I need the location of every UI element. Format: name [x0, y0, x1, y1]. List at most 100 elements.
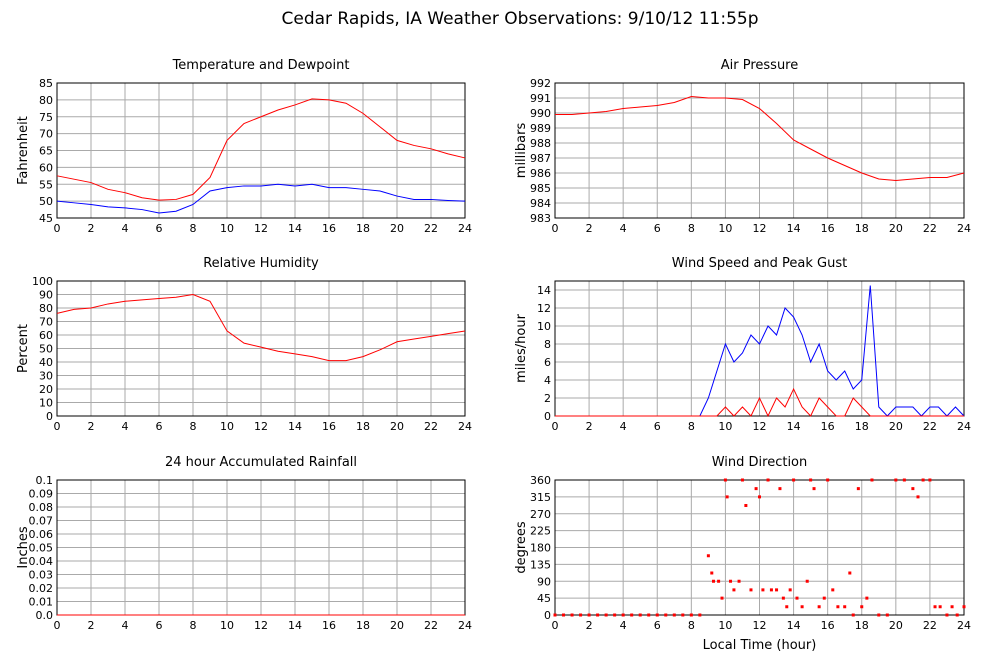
data-point	[817, 605, 821, 609]
y-tick-label: 50	[39, 343, 53, 356]
data-point	[885, 613, 889, 617]
data-point	[737, 579, 741, 583]
data-point	[725, 495, 729, 499]
y-tick-label: 992	[530, 77, 551, 90]
y-tick-label: 135	[530, 558, 551, 571]
data-point	[812, 487, 816, 491]
y-tick-label: 2	[544, 392, 551, 405]
y-tick-label: 6	[544, 356, 551, 369]
y-tick-label: 0.02	[29, 582, 54, 595]
y-tick-label: 0	[46, 410, 53, 423]
data-point	[672, 613, 676, 617]
y-tick-label: 989	[530, 122, 551, 135]
x-tick-label: 22	[424, 619, 438, 632]
data-point	[865, 596, 869, 600]
x-tick-label: 22	[424, 420, 438, 433]
x-tick-label: 20	[889, 420, 903, 433]
y-tick-label: 360	[530, 474, 551, 487]
y-tick-label: 987	[530, 152, 551, 165]
data-point	[822, 596, 826, 600]
data-point	[604, 613, 608, 617]
x-tick-label: 8	[190, 222, 197, 235]
data-point	[655, 613, 659, 617]
chart-panel: 24 hour Accumulated RainfallInches0.00.0…	[16, 455, 472, 632]
y-tick-label: 8	[544, 338, 551, 351]
data-point	[570, 613, 574, 617]
y-axis-label: miles/hour	[514, 313, 529, 382]
y-tick-label: 0.05	[29, 542, 54, 555]
x-tick-label: 16	[322, 619, 336, 632]
x-tick-label: 14	[288, 420, 302, 433]
y-tick-label: 85	[39, 77, 53, 90]
data-point	[848, 571, 852, 575]
data-point	[758, 495, 761, 499]
y-tick-label: 14	[537, 284, 551, 297]
data-point	[826, 478, 830, 482]
y-tick-label: 225	[530, 525, 551, 538]
data-point	[749, 588, 753, 592]
data-point	[754, 487, 758, 491]
chart-panel: Wind Speed and Peak Gust miles/hour 0 24 6 8 1…	[514, 256, 971, 433]
y-tick-label: 985	[530, 182, 551, 195]
data-point	[638, 613, 642, 617]
data-point	[596, 613, 600, 617]
x-tick-label: 2	[586, 420, 593, 433]
y-tick-label: 984	[530, 197, 551, 210]
x-tick-label: 16	[322, 222, 336, 235]
data-point	[778, 487, 782, 491]
y-tick-label: 12	[537, 302, 551, 315]
data-point	[916, 495, 920, 499]
x-tick-label: 24	[957, 420, 971, 433]
y-tick-label: 0	[544, 410, 551, 423]
y-tick-label: 90	[537, 575, 551, 588]
x-tick-label: 0	[552, 222, 559, 235]
data-point	[800, 605, 804, 609]
data-line	[56, 183, 466, 214]
y-tick-label: 55	[39, 178, 53, 191]
y-tick-label: 0.08	[29, 501, 54, 514]
x-tick-label: 14	[787, 619, 801, 632]
data-line	[56, 98, 466, 201]
data-point	[587, 613, 591, 617]
x-tick-label: 18	[855, 619, 869, 632]
x-tick-label: 18	[855, 420, 869, 433]
chart-panel: Temperature and Dewpoint Fahrenheit 45 50 55…	[16, 58, 472, 235]
y-tick-label: 986	[530, 167, 551, 180]
data-point	[761, 588, 765, 592]
chart-title: Temperature and Dewpoint	[172, 58, 350, 73]
x-tick-label: 24	[458, 619, 472, 632]
x-tick-label: 12	[254, 420, 268, 433]
y-tick-label: 100	[32, 275, 53, 288]
x-tick-label: 2	[88, 619, 95, 632]
x-tick-label: 16	[821, 420, 835, 433]
x-tick-label: 8	[190, 420, 197, 433]
data-point	[689, 613, 693, 617]
data-point	[831, 588, 835, 592]
data-point	[775, 588, 779, 592]
x-tick-label: 20	[889, 222, 903, 235]
plot-border	[554, 280, 965, 417]
y-tick-label: 991	[530, 92, 551, 105]
data-point	[955, 613, 959, 617]
plot-border	[554, 479, 965, 616]
y-axis-label: Percent	[16, 324, 31, 373]
x-tick-label: 4	[122, 222, 129, 235]
data-point	[553, 613, 557, 617]
x-tick-label: 12	[753, 222, 767, 235]
x-tick-label: 10	[718, 222, 732, 235]
x-tick-label: 6	[654, 420, 661, 433]
x-tick-label: 20	[889, 619, 903, 632]
data-point	[792, 478, 796, 482]
data-point	[562, 613, 566, 617]
data-line	[555, 387, 964, 418]
x-tick-label: 10	[718, 619, 732, 632]
y-tick-label: 45	[537, 592, 551, 605]
x-tick-label: 8	[190, 619, 197, 632]
chart-title: Wind Speed and Peak Gust	[672, 256, 847, 271]
x-tick-label: 18	[356, 420, 370, 433]
y-tick-label: 70	[39, 128, 53, 141]
x-tick-label: 2	[88, 222, 95, 235]
chart-panel: Air Pressure millibars 983 984 985 986 987 988 9…	[514, 58, 971, 235]
data-point	[788, 588, 792, 592]
data-point	[723, 478, 727, 482]
